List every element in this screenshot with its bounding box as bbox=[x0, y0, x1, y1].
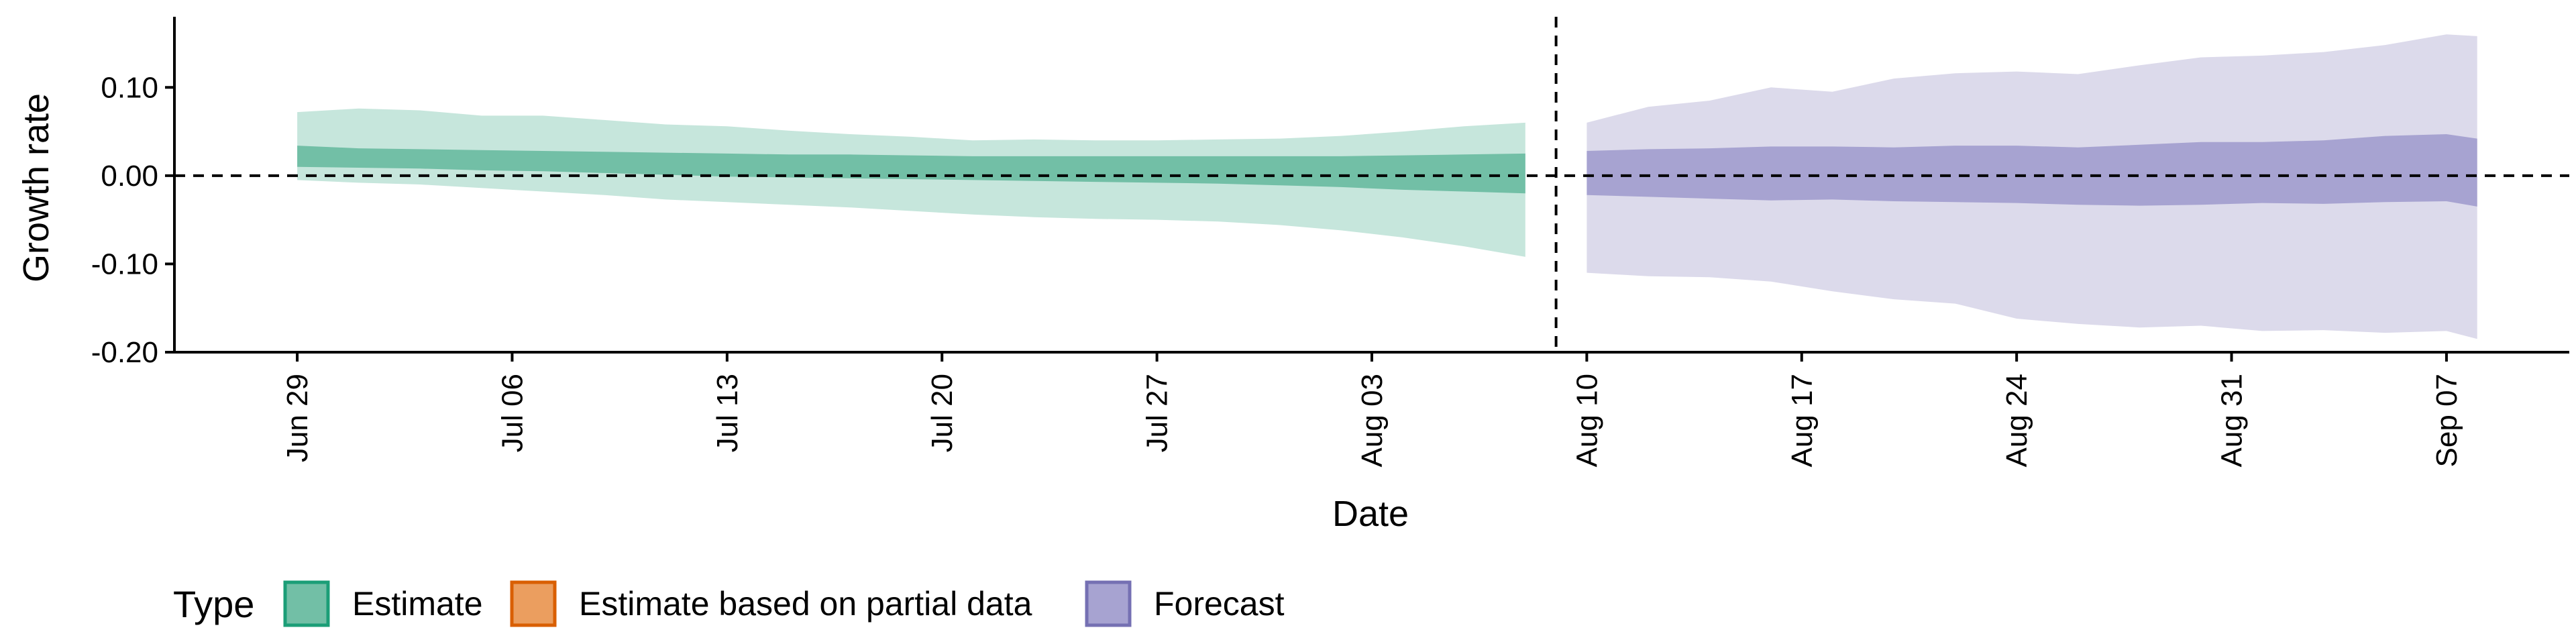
x-tick-label: Aug 10 bbox=[1570, 374, 1603, 467]
ribbon-layer bbox=[297, 34, 2477, 339]
legend-label: Forecast bbox=[1154, 585, 1285, 623]
x-tick-label: Jul 27 bbox=[1141, 374, 1174, 452]
legend-title: Type bbox=[173, 583, 254, 625]
forecast-inner-band bbox=[1587, 134, 2477, 207]
x-tick-label: Jun 29 bbox=[281, 374, 314, 462]
legend-key-estimate bbox=[283, 580, 330, 627]
y-tick-label: 0.00 bbox=[101, 160, 158, 193]
legend-label: Estimate based on partial data bbox=[579, 585, 1032, 623]
x-tick-label: Sep 07 bbox=[2430, 374, 2463, 467]
x-tick-label: Jul 06 bbox=[496, 374, 529, 452]
x-tick-label: Aug 03 bbox=[1356, 374, 1389, 467]
estimate-inner-band bbox=[297, 146, 1525, 194]
y-tick-label: -0.10 bbox=[91, 248, 158, 280]
x-tick-label: Aug 31 bbox=[2216, 374, 2249, 467]
y-axis-title: Growth rate bbox=[16, 93, 56, 282]
x-tick-label: Aug 24 bbox=[2000, 374, 2033, 467]
y-tick-label: 0.10 bbox=[101, 71, 158, 104]
x-tick-label: Jul 13 bbox=[711, 374, 744, 452]
legend-key-forecast bbox=[1085, 580, 1132, 627]
legend: Type Estimate Estimate based on partial da… bbox=[173, 580, 1285, 627]
y-tick-label: -0.20 bbox=[91, 336, 158, 369]
legend-label: Estimate bbox=[352, 585, 483, 623]
legend-key-estimate-based-on-partial-data bbox=[510, 580, 557, 627]
x-tick-label: Jul 20 bbox=[926, 374, 959, 452]
axes: 0.10 0.00 -0.10 -0.20 Jun 29 Jul 06 Jul 13 Jul … bbox=[91, 17, 2569, 467]
reference-lines bbox=[174, 17, 2569, 352]
x-axis-title: Date bbox=[1332, 494, 1409, 534]
estimate-outer-band bbox=[297, 108, 1525, 257]
x-tick-label: Aug 17 bbox=[1786, 374, 1819, 467]
